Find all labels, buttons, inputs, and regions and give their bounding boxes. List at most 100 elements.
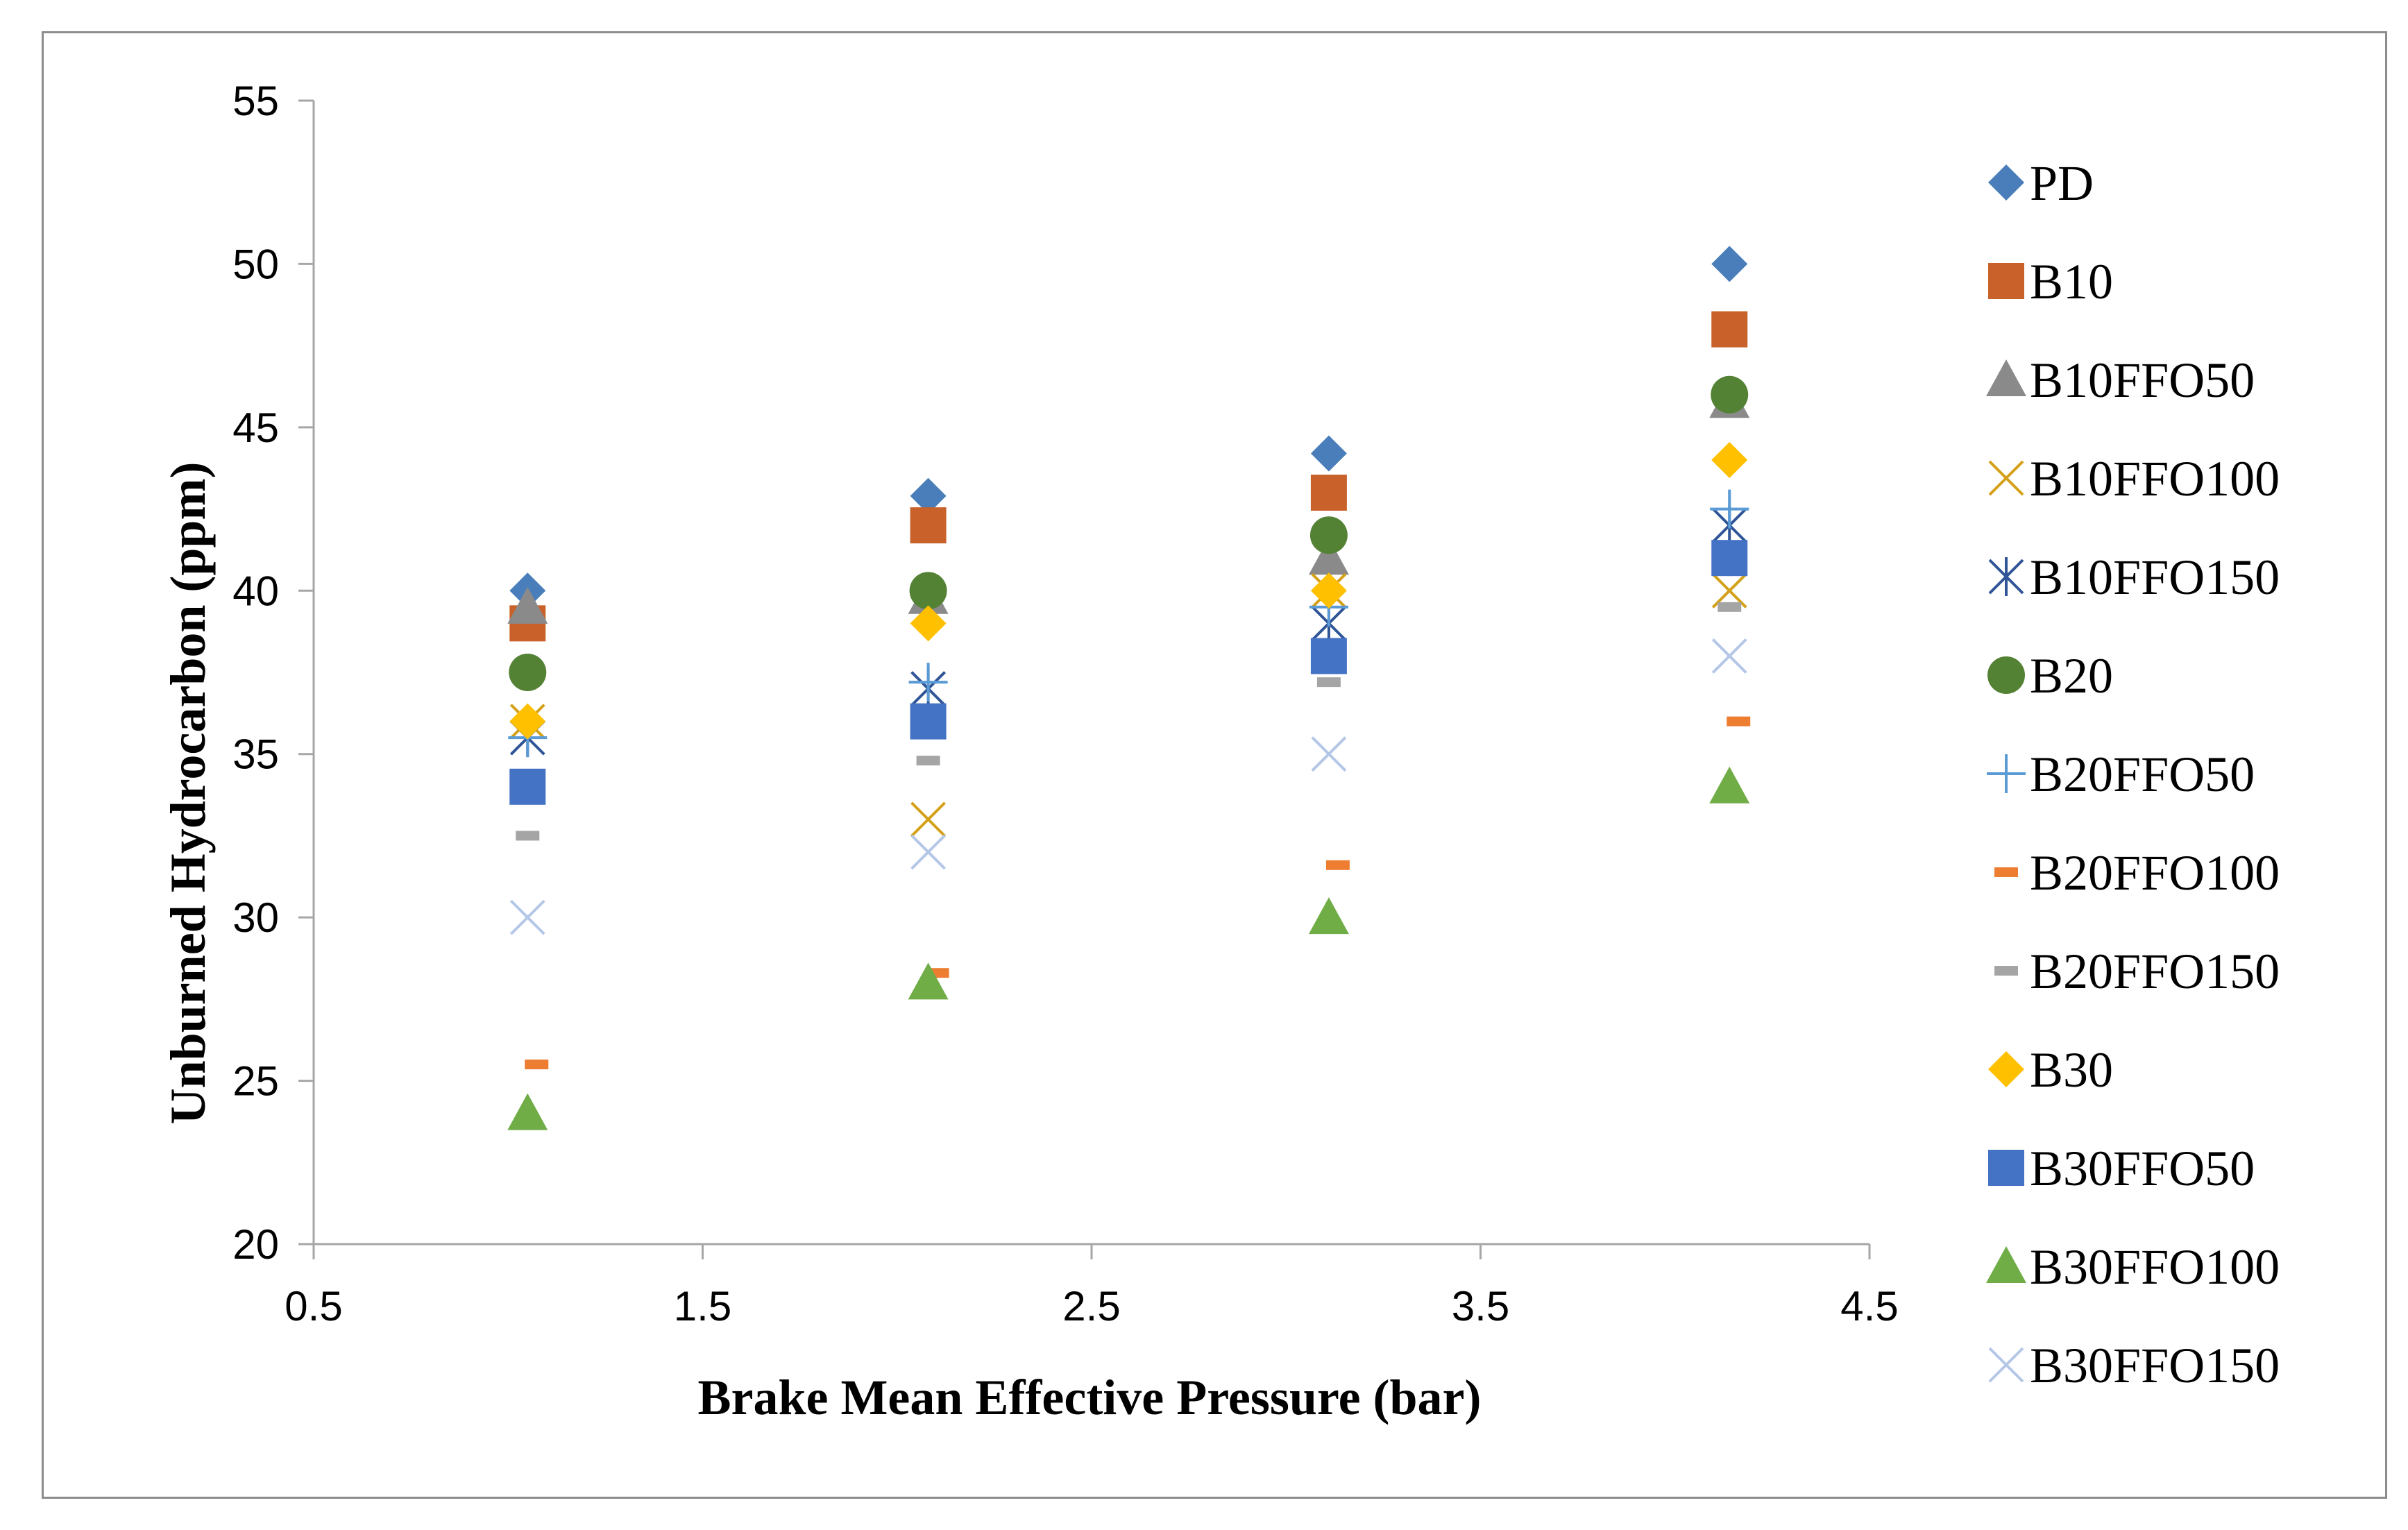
legend-item-b30ffo50: B30FFO50 (1988, 1141, 2255, 1196)
series-b10ffo100 (511, 574, 1746, 836)
data-point-b30ffo50 (910, 704, 947, 740)
series-b20ffo150 (516, 602, 1741, 841)
legend-item-b30ffo100: B30FFO100 (1986, 1239, 2280, 1295)
legend-label-b20ffo100: B20FFO100 (2030, 845, 2280, 901)
legend-label-b20ffo50: B20FFO50 (2030, 747, 2255, 802)
series-b30ffo100 (507, 767, 1749, 1130)
legend-item-b10: B10 (1988, 254, 2113, 309)
legend-item-b10ffo50: B10FFO50 (1986, 352, 2255, 408)
x-tick-label: 3.5 (1452, 1283, 1509, 1329)
series-b20ffo50 (508, 490, 1749, 758)
data-point-b30ffo150 (511, 901, 544, 934)
legend-label-b10ffo50: B10FFO50 (2030, 352, 2255, 408)
legend-label-b30: B30 (2030, 1042, 2113, 1098)
x-tick-label: 1.5 (674, 1283, 731, 1329)
legend-item-b10ffo150: B10FFO150 (1990, 550, 2280, 605)
legend-label-b30ffo100: B30FFO100 (2030, 1239, 2280, 1295)
legend-marker-b20ffo100 (1994, 867, 2018, 877)
series-b30 (509, 442, 1747, 740)
data-point-b20 (1711, 376, 1748, 414)
data-point-b20ffo50 (1710, 490, 1749, 529)
scatter-chart: 20 25 30 35 40 45 50 55 0.5 1.5 2.5 3.5 4.5 Brake Me… (44, 33, 2389, 1501)
data-point-b20ffo100 (525, 1060, 548, 1069)
legend-item-b10ffo100: B10FFO100 (1990, 451, 2280, 507)
data-point-b30ffo50 (1711, 540, 1747, 576)
x-tick-label: 2.5 (1062, 1283, 1120, 1329)
legend-label-pd: PD (2030, 155, 2094, 211)
legend-item-b20ffo150: B20FFO150 (1994, 944, 2280, 999)
data-point-b20ffo150 (917, 756, 940, 765)
series-b10ffo150 (511, 506, 1746, 757)
legend-marker-b10ffo100 (1990, 461, 2023, 495)
data-point-b30ffo150 (912, 835, 945, 869)
legend-item-pd: PD (1988, 155, 2094, 211)
data-point-b20ffo150 (1718, 602, 1741, 612)
series-b20 (509, 376, 1748, 691)
y-tick-label: 45 (232, 405, 279, 451)
series-pd (509, 246, 1747, 609)
data-point-b30ffo50 (509, 769, 545, 805)
data-point-b20 (910, 572, 947, 609)
data-point-b30ffo100 (507, 1094, 548, 1130)
legend-label-b30ffo150: B30FFO150 (2030, 1338, 2280, 1393)
legend-label-b10ffo150: B10FFO150 (2030, 550, 2280, 605)
x-tick-label: 4.5 (1840, 1283, 1898, 1329)
legend-marker-pd (1988, 164, 2024, 201)
legend-label-b10: B10 (2030, 254, 2113, 309)
legend-label-b10ffo100: B10FFO100 (2030, 451, 2280, 507)
data-point-b30ffo100 (1309, 897, 1349, 934)
legend-marker-b10ffo150 (1990, 557, 2023, 596)
data-point-b20 (1310, 516, 1348, 554)
legend-marker-b10 (1988, 263, 2024, 299)
x-axis-title: Brake Mean Effective Pressure (bar) (697, 1370, 1481, 1425)
legend-marker-b10ffo50 (1986, 359, 2026, 396)
legend-label-b20ffo150: B20FFO150 (2030, 944, 2280, 999)
series-b30ffo150 (511, 639, 1746, 934)
axes: 20 25 30 35 40 45 50 55 0.5 1.5 2.5 3.5 4.5 (232, 78, 1898, 1329)
data-point-pd (1711, 246, 1747, 282)
data-point-b10ffo100 (912, 803, 945, 836)
legend-item-b20: B20 (1987, 648, 2113, 704)
legend-marker-b30ffo100 (1986, 1246, 2026, 1283)
legend-item-b30ffo150: B30FFO150 (1990, 1338, 2280, 1393)
legend-item-b20ffo100: B20FFO100 (1994, 845, 2280, 901)
series-b10ffo50 (507, 381, 1749, 624)
legend-marker-b20ffo150 (1994, 966, 2018, 976)
series-b30ffo50 (509, 540, 1747, 805)
data-point-b20ffo100 (1326, 860, 1350, 870)
data-point-b20ffo50 (909, 663, 948, 702)
y-tick-label: 50 (232, 241, 279, 287)
data-point-b30ffo150 (1713, 639, 1746, 672)
data-point-b20ffo100 (1727, 717, 1750, 726)
data-point-b10 (1711, 312, 1747, 348)
y-tick-label: 40 (232, 568, 279, 614)
y-axis-title: Unburned Hydrocarbon (ppm) (160, 462, 216, 1125)
y-tick-label: 30 (232, 894, 279, 941)
data-point-b20ffo150 (516, 831, 539, 840)
data-point-b30ffo150 (1312, 738, 1346, 771)
data-point-b30 (1711, 442, 1747, 478)
data-point-b20ffo150 (1317, 677, 1341, 687)
y-tick-label: 55 (232, 78, 279, 124)
legend-marker-b30ffo50 (1988, 1150, 2024, 1186)
x-tick-label: 0.5 (285, 1283, 342, 1329)
data-point-b10 (1311, 475, 1347, 511)
legend-label-b20: B20 (2030, 648, 2113, 704)
data-points (507, 246, 1750, 1130)
legend-label-b30ffo50: B30FFO50 (2030, 1141, 2255, 1196)
data-point-b30ffo50 (1311, 638, 1347, 674)
legend-marker-b30 (1988, 1051, 2024, 1087)
legend-item-b30: B30 (1988, 1042, 2113, 1098)
legend-marker-b20ffo50 (1987, 754, 2026, 793)
legend-marker-b20 (1987, 656, 2025, 694)
series-b10 (509, 312, 1747, 642)
legend-marker-b30ffo150 (1990, 1348, 2023, 1382)
legend: PD B10 B10FFO50 B10FFO100 B10FFO150 B20 B20FFO… (1986, 155, 2280, 1393)
data-point-b20 (509, 654, 546, 691)
data-point-pd (1311, 436, 1347, 472)
y-tick-label: 35 (232, 731, 279, 778)
chart-area: 20 25 30 35 40 45 50 55 0.5 1.5 2.5 3.5 4.5 Brake Me… (42, 31, 2387, 1499)
y-tick-label: 20 (232, 1221, 279, 1268)
series-b20ffo100 (525, 717, 1750, 1069)
legend-item-b20ffo50: B20FFO50 (1987, 747, 2255, 802)
